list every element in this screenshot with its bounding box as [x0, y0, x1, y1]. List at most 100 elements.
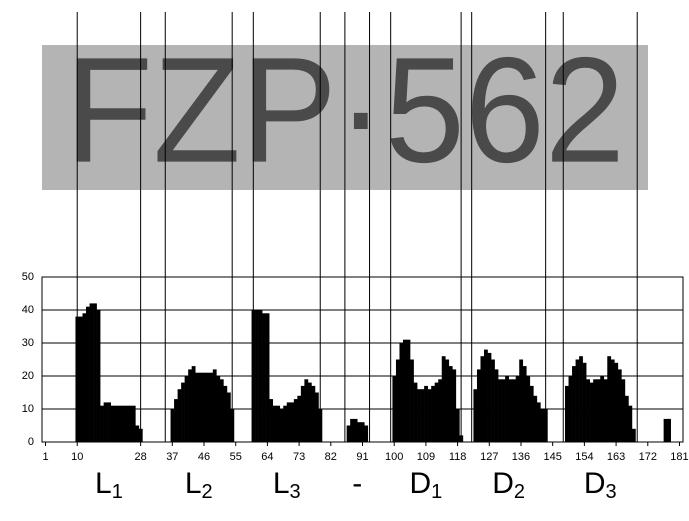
bar [216, 376, 221, 442]
segment-label: D1 [409, 467, 442, 503]
segment-subscript: 1 [431, 481, 442, 503]
bar [202, 372, 207, 442]
bar [427, 389, 432, 442]
segment-subscript: 1 [112, 481, 123, 503]
bar [417, 389, 421, 442]
bar [406, 339, 411, 442]
y-tick-label: 0 [28, 436, 34, 448]
x-tick-label: 127 [480, 451, 498, 463]
x-tick-label: 28 [134, 451, 146, 463]
bar [255, 310, 259, 442]
bar [293, 399, 298, 442]
segment-label: L2 [185, 467, 213, 503]
bar [276, 405, 281, 442]
x-tick-label: 145 [544, 451, 562, 463]
bar [448, 366, 453, 442]
x-tick-label: 109 [417, 451, 435, 463]
x-tick-label: 10 [71, 451, 83, 463]
bar [508, 379, 513, 442]
bar [431, 385, 436, 442]
bar [117, 405, 122, 442]
bar [89, 303, 94, 442]
bar [86, 306, 90, 442]
bar [100, 405, 104, 442]
bar [572, 366, 576, 442]
bar [455, 409, 460, 442]
segment-letter: L [185, 467, 202, 500]
x-tick-label: 181 [670, 451, 688, 463]
x-tick-label: 118 [449, 451, 467, 463]
segment-subscript: 2 [514, 481, 525, 503]
bar [491, 359, 495, 442]
bar [272, 405, 277, 442]
bar [177, 389, 182, 442]
bar [596, 379, 601, 442]
bar [107, 402, 111, 442]
bar [593, 379, 598, 442]
bar [522, 366, 527, 442]
bar [258, 310, 263, 442]
bar [265, 313, 270, 442]
bar [628, 405, 633, 442]
bar [480, 356, 485, 442]
bar [360, 422, 365, 442]
bar [536, 402, 541, 442]
bar [575, 359, 580, 442]
bar [441, 356, 446, 442]
segment-letter: L [273, 467, 290, 500]
bar [223, 385, 228, 442]
bar [110, 405, 115, 442]
segment-subscript: 2 [202, 481, 213, 503]
bar [424, 385, 428, 442]
bar [631, 428, 636, 442]
bar [212, 369, 217, 442]
bar [529, 385, 534, 442]
bar [93, 303, 97, 442]
bar [498, 379, 502, 442]
x-tick-label: 37 [166, 451, 178, 463]
bar [170, 409, 175, 442]
bar [269, 399, 273, 442]
segment-subscript: 3 [606, 481, 617, 503]
bar [494, 369, 499, 442]
bar [515, 376, 520, 442]
bar [174, 399, 178, 442]
segment-letter: L [95, 467, 112, 500]
bar [219, 379, 224, 442]
bar [128, 405, 133, 442]
bar [501, 379, 506, 442]
segment-label: D3 [584, 467, 617, 503]
bar [283, 405, 288, 442]
segment-label: L3 [273, 467, 301, 503]
bar [582, 362, 587, 442]
segment-letter: D [584, 467, 606, 500]
bar [103, 402, 108, 442]
bar [403, 339, 407, 442]
bar [540, 409, 545, 442]
bar [262, 313, 266, 442]
y-tick-label: 20 [22, 370, 34, 382]
bar [279, 409, 284, 442]
bar [353, 418, 358, 442]
bar [621, 379, 626, 442]
segment-label: - [352, 467, 362, 500]
bar [82, 313, 87, 442]
bar [304, 379, 309, 442]
bar [445, 359, 450, 442]
bar [195, 372, 200, 442]
bar [512, 379, 517, 442]
bar [413, 382, 418, 442]
bar [399, 343, 404, 442]
bar [96, 310, 101, 442]
bar [586, 379, 590, 442]
bar [131, 405, 136, 442]
bar [484, 349, 488, 442]
bar [209, 372, 214, 442]
x-tick-label: 91 [356, 451, 368, 463]
bar [600, 376, 605, 442]
bar [487, 352, 492, 442]
bar [184, 376, 189, 442]
bar [434, 382, 439, 442]
x-tick-label: 73 [293, 451, 305, 463]
